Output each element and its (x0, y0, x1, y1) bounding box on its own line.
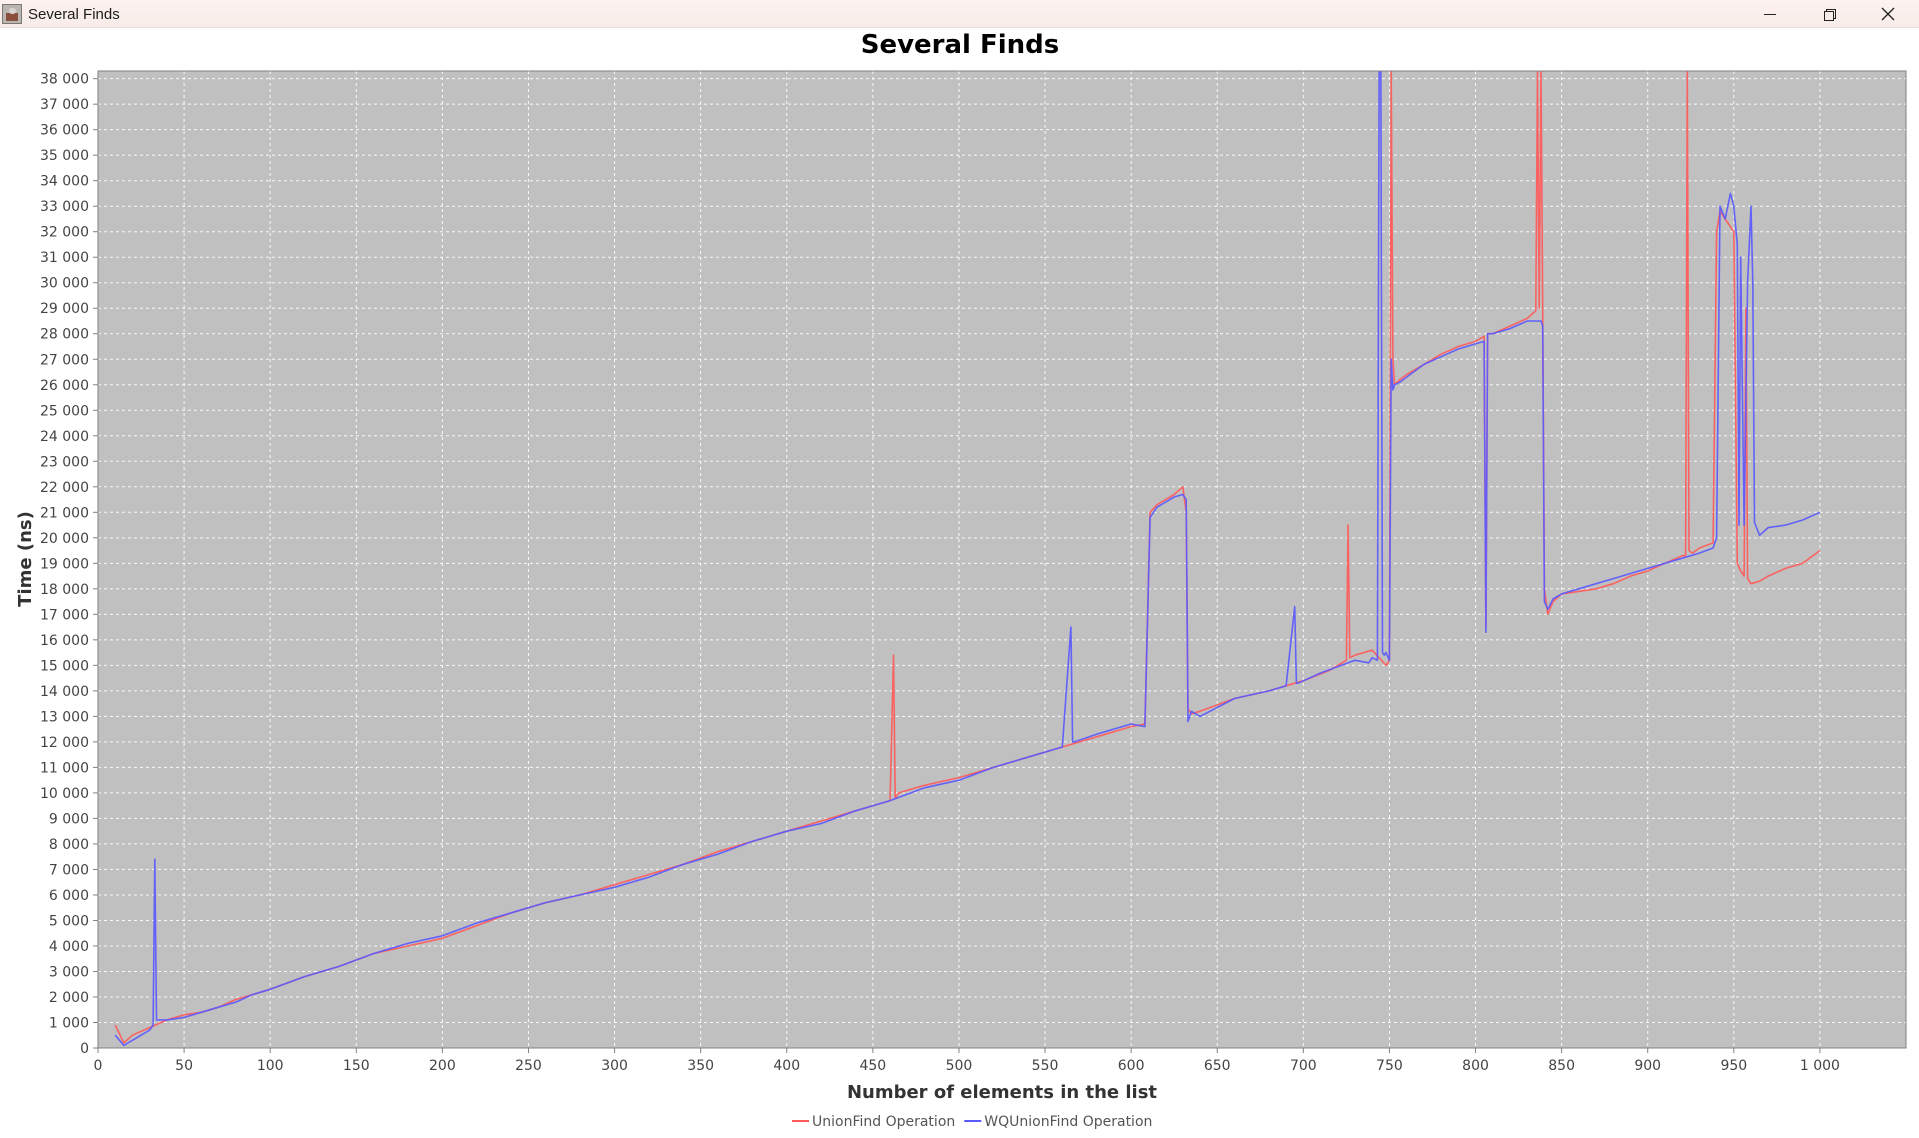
y-tick-label: 35 000 (40, 148, 89, 164)
y-tick-label: 31 000 (40, 250, 89, 266)
y-tick-label: 29 000 (40, 301, 89, 317)
x-tick-label: 900 (1634, 1058, 1661, 1074)
x-tick-label: 850 (1548, 1058, 1575, 1074)
window-title: Several Finds (28, 6, 120, 23)
x-tick-label: 0 (94, 1058, 103, 1074)
axis-ticks: 0 50 100 150 200 250 300 350 400 450 500 550 600 650 7… (40, 72, 1840, 1074)
y-tick-label: 14 000 (40, 684, 89, 700)
minimize-icon (1764, 13, 1776, 15)
java-app-icon (2, 4, 22, 24)
y-tick-label: 3 000 (49, 964, 89, 980)
minimize-button[interactable] (1741, 0, 1799, 28)
x-tick-label: 200 (429, 1058, 456, 1074)
y-tick-label: 32 000 (40, 225, 89, 241)
y-tick-label: 37 000 (40, 97, 89, 113)
y-axis-label: Time (ns) (15, 511, 36, 607)
y-tick-label: 4 000 (49, 939, 89, 955)
x-tick-label: 250 (515, 1058, 542, 1074)
y-tick-label: 28 000 (40, 327, 89, 343)
y-tick-label: 26 000 (40, 378, 89, 394)
x-tick-label: 800 (1462, 1058, 1489, 1074)
y-tick-label: 36 000 (40, 123, 89, 139)
y-tick-label: 20 000 (40, 531, 89, 547)
y-tick-label: 6 000 (49, 888, 89, 904)
close-button[interactable] (1859, 0, 1917, 28)
y-tick-label: 27 000 (40, 352, 89, 368)
y-tick-label: 17 000 (40, 607, 89, 623)
y-tick-label: 30 000 (40, 276, 89, 292)
x-tick-label: 150 (343, 1058, 370, 1074)
y-tick-label: 24 000 (40, 429, 89, 445)
chart-title: Several Finds (861, 30, 1060, 60)
y-tick-label: 8 000 (49, 837, 89, 853)
y-tick-label: 33 000 (40, 199, 89, 215)
y-tick-label: 2 000 (49, 990, 89, 1006)
y-tick-label: 18 000 (40, 582, 89, 598)
plot-area: 0 50 100 150 200 250 300 350 400 450 500 550 600 650 7… (40, 70, 1907, 1074)
y-tick-label: 15 000 (40, 658, 89, 674)
restore-button[interactable] (1800, 0, 1858, 28)
y-tick-label: 0 (80, 1041, 89, 1057)
y-tick-label: 38 000 (40, 72, 89, 88)
legend-label: UnionFind Operation (812, 1114, 955, 1130)
y-tick-label: 1 000 (49, 1015, 89, 1031)
x-tick-label: 300 (601, 1058, 628, 1074)
legend-label: WQUnionFind Operation (984, 1114, 1152, 1130)
y-tick-label: 16 000 (40, 633, 89, 649)
plot-background (98, 71, 1906, 1048)
y-tick-label: 9 000 (49, 811, 89, 827)
window-titlebar[interactable]: Several Finds (0, 0, 1919, 28)
series-lines (114, 71, 1821, 1047)
y-tick-label: 21 000 (40, 505, 89, 521)
y-tick-label: 10 000 (40, 786, 89, 802)
x-tick-label: 450 (859, 1058, 886, 1074)
y-tick-label: 13 000 (40, 709, 89, 725)
legend-item: UnionFind Operation (792, 1114, 955, 1130)
y-tick-label: 11 000 (40, 760, 89, 776)
x-tick-label: 500 (946, 1058, 973, 1074)
y-tick-label: 19 000 (40, 556, 89, 572)
x-tick-label: 950 (1720, 1058, 1747, 1074)
y-tick-label: 5 000 (49, 913, 89, 929)
plot-border (97, 70, 1907, 1049)
x-axis-label: Number of elements in the list (847, 1082, 1157, 1103)
x-tick-label: 350 (687, 1058, 714, 1074)
restore-icon (1824, 9, 1836, 21)
y-tick-label: 7 000 (49, 862, 89, 878)
y-tick-label: 25 000 (40, 403, 89, 419)
x-tick-label: 700 (1290, 1058, 1317, 1074)
x-tick-label: 400 (773, 1058, 800, 1074)
x-tick-label: 750 (1376, 1058, 1403, 1074)
x-tick-label: 1 000 (1800, 1058, 1840, 1074)
x-tick-label: 650 (1204, 1058, 1231, 1074)
x-tick-label: 600 (1118, 1058, 1145, 1074)
x-tick-label: 100 (257, 1058, 284, 1074)
close-icon (1881, 7, 1895, 21)
y-tick-label: 34 000 (40, 174, 89, 190)
y-tick-label: 12 000 (40, 735, 89, 751)
x-tick-label: 550 (1032, 1058, 1059, 1074)
series-line-wqunionfind (114, 71, 1821, 1047)
y-tick-label: 22 000 (40, 480, 89, 496)
legend-item: WQUnionFind Operation (964, 1114, 1152, 1130)
chart-legend: UnionFind Operation WQUnionFind Operation (792, 1114, 1152, 1130)
x-tick-label: 50 (175, 1058, 193, 1074)
y-tick-label: 23 000 (40, 454, 89, 470)
line-chart: Several Finds 0 50 100 150 200 250 300 350 400 45… (15, 30, 1907, 1130)
